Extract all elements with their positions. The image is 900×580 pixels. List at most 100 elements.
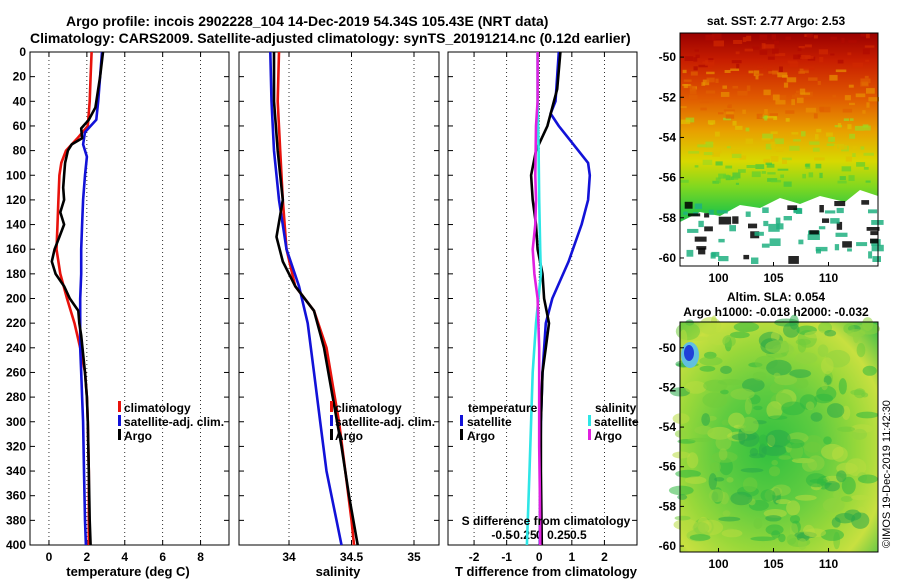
sst-texture-cell bbox=[726, 111, 734, 115]
sla-texture-cell bbox=[805, 473, 827, 488]
sst-texture-cell bbox=[755, 75, 759, 80]
sst-texture-cell bbox=[746, 85, 751, 92]
sst-texture-cell bbox=[856, 162, 866, 167]
sst-texture-cell bbox=[866, 102, 870, 108]
sst-texture-cell bbox=[803, 66, 815, 71]
sst-texture-cell bbox=[723, 117, 731, 121]
sla-texture-cell bbox=[824, 329, 837, 337]
sst-texture-cell bbox=[744, 48, 754, 52]
sst-texture-cell bbox=[739, 155, 747, 160]
sst-texture-cell bbox=[842, 108, 853, 113]
sst-texture-cell bbox=[732, 120, 737, 126]
sst-texture-cell bbox=[795, 90, 800, 94]
sla-texture-cell bbox=[758, 434, 768, 446]
sst-texture-cell bbox=[814, 157, 825, 161]
sst-texture-cell bbox=[799, 68, 809, 74]
temperature-panel-frame bbox=[29, 51, 230, 546]
sst-texture-cell bbox=[712, 152, 720, 157]
legend-swatch-t-satellite bbox=[460, 415, 463, 426]
sla-texture-cell bbox=[675, 469, 701, 478]
ice-edge-cell bbox=[834, 201, 846, 207]
salinity-xlabel: salinity bbox=[316, 564, 362, 579]
sla-texture-cell bbox=[674, 515, 691, 521]
x-tick-label: 35 bbox=[407, 550, 421, 564]
sst-texture-cell bbox=[797, 54, 801, 58]
sst-texture-cell bbox=[785, 118, 790, 122]
sst-texture-cell bbox=[804, 34, 808, 37]
x-tick-label: 2 bbox=[601, 550, 608, 564]
sst-texture-cell bbox=[756, 66, 763, 69]
ice-edge-cell bbox=[754, 231, 764, 236]
sst-texture-cell bbox=[720, 92, 730, 97]
sla-texture-cell bbox=[752, 371, 767, 381]
ice-edge-cell bbox=[868, 251, 873, 259]
sst-texture-cell bbox=[860, 78, 871, 84]
sst-texture-cell bbox=[847, 52, 852, 56]
sla-texture-cell bbox=[824, 481, 840, 492]
sst-texture-cell bbox=[745, 138, 754, 144]
sst-texture-cell bbox=[791, 99, 795, 106]
x-tick-label: 4 bbox=[121, 550, 128, 564]
sst-texture-cell bbox=[863, 152, 874, 156]
sla-texture-cell bbox=[750, 536, 776, 542]
sla-texture-cell bbox=[765, 524, 784, 535]
x-tick-label: 6 bbox=[159, 550, 166, 564]
sst-texture-cell bbox=[819, 172, 823, 179]
sla-texture-cell bbox=[862, 317, 874, 331]
s-tick-label: -0.25 bbox=[509, 528, 537, 542]
ice-edge-cell bbox=[776, 223, 784, 230]
sst-texture-cell bbox=[852, 62, 863, 68]
sst-texture-cell bbox=[771, 34, 776, 40]
sst-texture-cell bbox=[761, 43, 766, 49]
sst-texture-cell bbox=[767, 67, 772, 72]
sst-texture-cell bbox=[800, 55, 811, 60]
lon-tick-label: 105 bbox=[763, 271, 783, 285]
sst-texture-cell bbox=[688, 151, 700, 154]
sla-texture-cell bbox=[721, 529, 743, 538]
sst-texture-cell bbox=[776, 146, 784, 152]
sst-texture-cell bbox=[698, 64, 708, 68]
salinity-panel-frame bbox=[238, 51, 440, 546]
sla-texture-cell bbox=[836, 470, 847, 483]
sst-noise bbox=[680, 33, 879, 187]
ice-edge-cell bbox=[818, 226, 826, 230]
x-tick-label: 2 bbox=[84, 550, 91, 564]
depth-tick-label: 40 bbox=[13, 94, 27, 108]
sst-texture-cell bbox=[830, 36, 838, 40]
sla-texture-cell bbox=[710, 315, 718, 330]
sla-texture-cell bbox=[708, 473, 717, 490]
sst-texture-cell bbox=[826, 143, 836, 146]
legend-label-s-satellite: satellite bbox=[594, 415, 639, 429]
sst-texture-cell bbox=[819, 106, 831, 113]
sla-texture-cell bbox=[840, 496, 853, 502]
sla-texture-cell bbox=[784, 439, 805, 449]
sst-texture-cell bbox=[769, 113, 778, 116]
sla-texture-cell bbox=[786, 534, 797, 545]
ice-edge-cell bbox=[793, 207, 801, 213]
sst-texture-cell bbox=[770, 95, 774, 101]
sla-texture-cell bbox=[768, 415, 788, 420]
sst-texture-cell bbox=[705, 34, 715, 41]
sst-texture-cell bbox=[808, 172, 814, 178]
sla-texture-cell bbox=[766, 401, 783, 420]
sla-map: 100 105 110 -50 -52 -54 -56 -58 -60 bbox=[659, 314, 881, 571]
sst-texture-cell bbox=[833, 143, 845, 150]
sla-texture-cell bbox=[851, 494, 870, 501]
sst-texture-cell bbox=[705, 141, 714, 148]
sst-texture-cell bbox=[764, 115, 768, 121]
ice-edge-cell bbox=[751, 257, 759, 264]
sst-texture-cell bbox=[849, 102, 855, 106]
lon-tick-label: 110 bbox=[819, 271, 839, 285]
sla-texture-cell bbox=[795, 494, 817, 501]
ice-edge-cell bbox=[861, 200, 870, 205]
lat-tick-label: -56 bbox=[659, 171, 677, 185]
sst-texture-cell bbox=[715, 78, 719, 83]
sst-texture-cell bbox=[723, 174, 730, 179]
sla-texture-cell bbox=[686, 452, 699, 469]
sst-texture-cell bbox=[793, 54, 802, 60]
ice-edge-cell bbox=[835, 232, 848, 237]
depth-tick-label: 240 bbox=[6, 341, 26, 355]
sst-texture-cell bbox=[801, 131, 806, 137]
sst-texture-cell bbox=[865, 59, 870, 62]
sst-texture-cell bbox=[725, 165, 733, 169]
